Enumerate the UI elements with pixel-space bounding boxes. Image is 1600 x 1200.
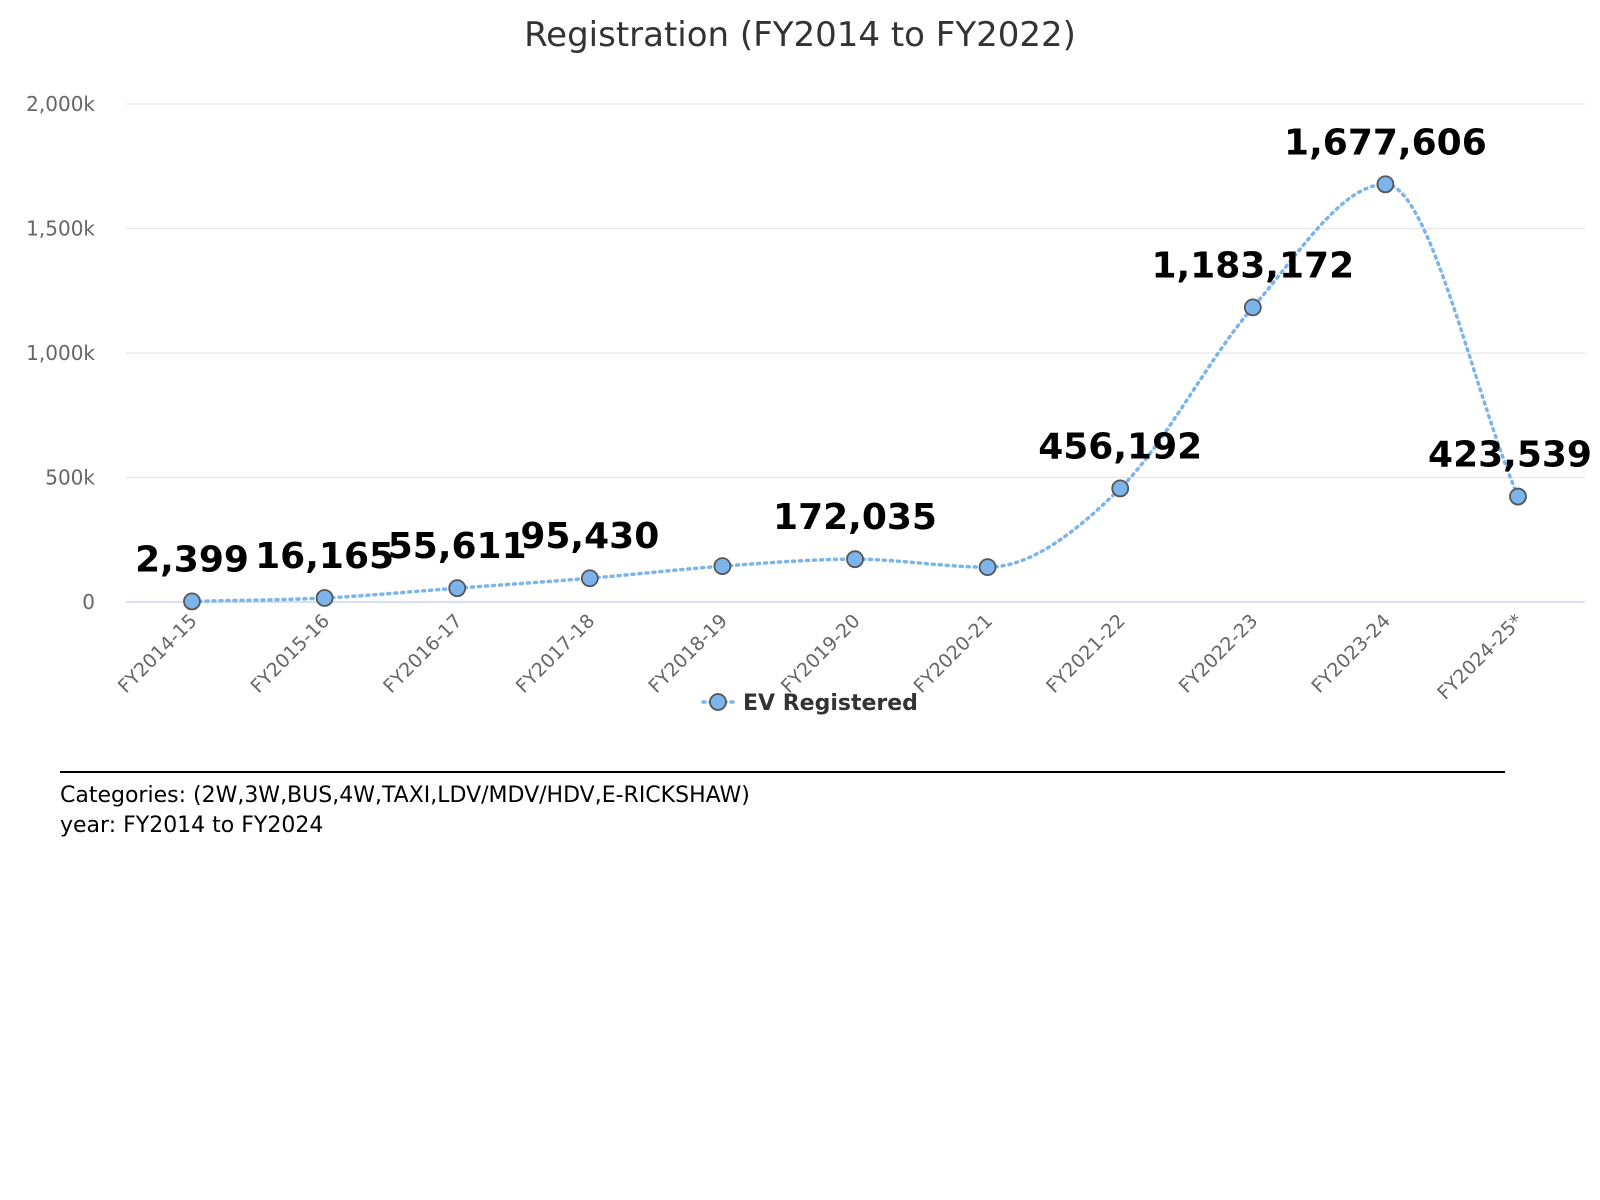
series-ev-registered <box>183 175 1527 611</box>
y-tick-label: 1,500k <box>26 217 95 241</box>
footer-years: year: FY2014 to FY2024 <box>60 813 323 838</box>
data-label: 423,539 <box>1428 435 1592 476</box>
data-label: 95,430 <box>520 516 659 557</box>
y-tick-label: 500k <box>45 466 95 490</box>
data-label: 456,192 <box>1038 426 1202 467</box>
data-label: 1,677,606 <box>1284 122 1487 163</box>
legend-marker-symbol <box>709 693 727 711</box>
y-tick-label: 2,000k <box>26 92 95 116</box>
grid-lines <box>126 103 1585 603</box>
data-point[interactable] <box>1376 175 1395 194</box>
data-point[interactable] <box>846 550 864 569</box>
data-point[interactable] <box>448 579 467 598</box>
legend-item-ev-registered[interactable]: EV Registered <box>743 691 918 716</box>
x-tick-label: FY2020-21 <box>910 610 998 698</box>
data-point[interactable] <box>1111 479 1130 498</box>
y-axis-labels: 0 500k 1,000k 1,500k 2,000k <box>26 92 95 614</box>
data-label: 55,611 <box>388 526 527 567</box>
data-point[interactable] <box>315 589 334 607</box>
x-tick-label: FY2017-18 <box>512 610 600 698</box>
legend[interactable]: EV Registered <box>701 691 918 716</box>
x-tick-label: FY2016-17 <box>379 610 467 698</box>
x-tick-label: FY2018-19 <box>644 610 732 698</box>
data-point[interactable] <box>183 592 201 611</box>
footer-categories: Categories: (2W,3W,BUS,4W,TAXI,LDV/MDV/H… <box>60 783 750 808</box>
x-tick-label: FY2023-24 <box>1307 610 1395 698</box>
data-point[interactable] <box>1243 298 1262 317</box>
data-label: 16,165 <box>255 536 394 577</box>
data-label: 2,399 <box>135 539 249 580</box>
x-tick-label: FY2021-22 <box>1042 610 1130 698</box>
data-point[interactable] <box>978 558 997 577</box>
x-tick-label: FY2024-25* <box>1433 610 1527 704</box>
y-tick-label: 0 <box>82 590 95 614</box>
x-tick-label: FY2019-20 <box>777 610 865 698</box>
data-label: 172,035 <box>773 497 937 538</box>
chart-title: Registration (FY2014 to FY2022) <box>524 15 1076 55</box>
x-tick-label: FY2015-16 <box>247 610 335 698</box>
series-line <box>190 182 1520 604</box>
x-tick-label: FY2014-15 <box>114 610 202 698</box>
data-label: 1,183,172 <box>1151 245 1354 286</box>
y-tick-label: 1,000k <box>26 341 95 365</box>
data-point[interactable] <box>580 569 599 588</box>
data-point[interactable] <box>1509 487 1527 506</box>
x-tick-label: FY2022-23 <box>1175 610 1263 698</box>
data-point[interactable] <box>713 557 732 576</box>
